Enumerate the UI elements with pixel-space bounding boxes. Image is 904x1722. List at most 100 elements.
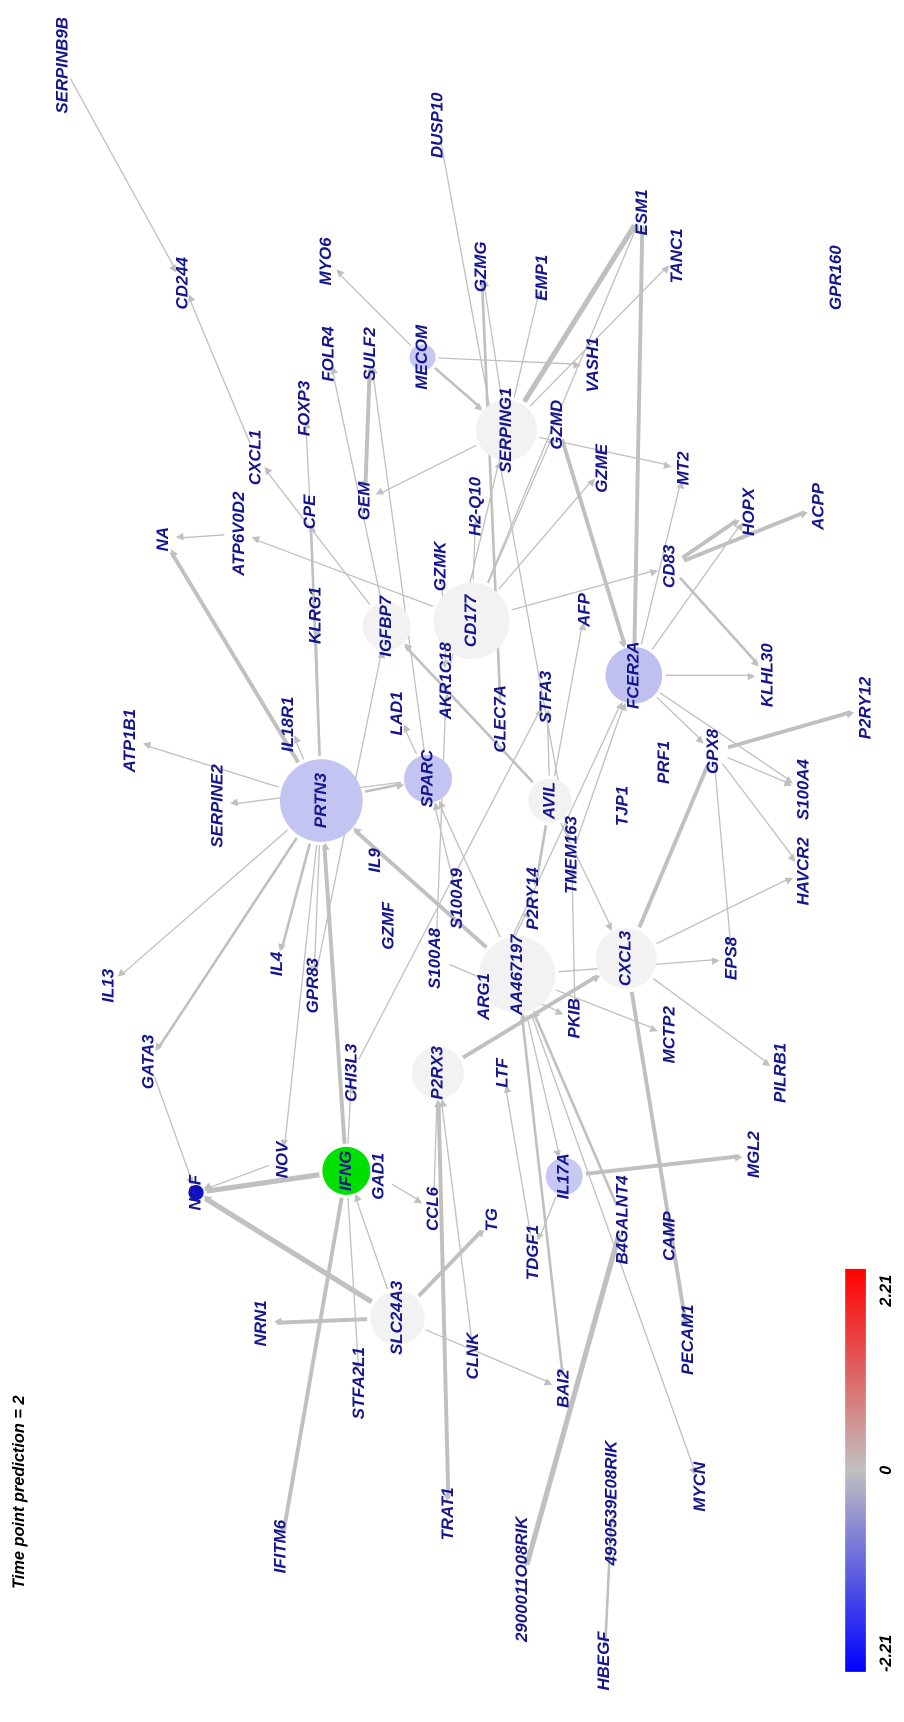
node-circle [433, 582, 510, 659]
edge [347, 1198, 361, 1371]
edge [640, 480, 685, 645]
node-circle [595, 927, 657, 989]
node-label: STFA2L1 [349, 1347, 368, 1419]
node-label: IL9 [365, 848, 384, 873]
node-label: S100A9 [447, 867, 466, 929]
node-label: B4GALNT4 [612, 1175, 631, 1265]
edge [526, 1014, 561, 1158]
node-label: NA [153, 527, 172, 551]
edge [278, 843, 312, 952]
edge [519, 1013, 564, 1374]
edge [313, 627, 322, 756]
node-circle [322, 1146, 371, 1195]
node-label: SULF2 [360, 327, 379, 381]
node-label: ACPP [808, 482, 827, 531]
edge [656, 877, 794, 945]
edge [117, 829, 289, 977]
node-label: NOV [273, 1140, 292, 1178]
node-circle [475, 399, 537, 461]
node-label: CD83 [659, 544, 678, 588]
node-label: IGFBP7 [376, 594, 395, 657]
node-label: BAI2 [554, 1369, 573, 1408]
node-label: ESM1 [632, 189, 651, 235]
node-label: GZMF [378, 901, 397, 949]
node-label: TMEM163 [561, 815, 580, 893]
node-label: IL17A [554, 1153, 573, 1199]
edge [435, 693, 451, 944]
edge [490, 701, 623, 984]
node-label: CAMP [659, 1211, 678, 1261]
edge [375, 444, 477, 495]
edge [681, 518, 740, 560]
edge [513, 290, 543, 398]
colorbar-mid: 0 [877, 1466, 895, 1475]
node-label: AVIL [539, 782, 558, 820]
edge [309, 845, 321, 974]
node-label: CHI3L3 [341, 1043, 360, 1102]
edge [683, 510, 808, 563]
edge [370, 366, 426, 752]
node-circle [188, 1185, 204, 1201]
edge [321, 842, 347, 1144]
edge [142, 742, 279, 788]
node-label: DUSP10 [427, 92, 446, 158]
edge [438, 800, 501, 938]
node-label: CD244 [172, 256, 191, 309]
edge [679, 576, 759, 667]
node-label: TDGF1 [523, 1225, 542, 1280]
node-label: TRAT1 [438, 1487, 457, 1540]
node-label: AFP [574, 592, 593, 627]
edge [532, 1009, 619, 1207]
node-label: 2900011O08RIK [512, 1515, 531, 1643]
node-label: MYCN [690, 1461, 709, 1511]
node-label: IL4 [267, 951, 286, 976]
node-circle [370, 1290, 425, 1346]
node-label: GZMG [471, 242, 490, 293]
edge [417, 1229, 485, 1298]
node-circle [545, 1157, 583, 1195]
node-label: ATP1B1 [120, 709, 139, 773]
edge [486, 224, 640, 583]
node-label: ATP6V0D2 [229, 491, 248, 577]
edges [69, 78, 855, 1646]
edge [175, 532, 225, 541]
node-circle [362, 602, 411, 651]
node-label: CCL6 [423, 1186, 442, 1231]
edge [487, 436, 555, 584]
node-label: FOXP3 [294, 380, 313, 436]
edge [203, 1164, 270, 1190]
node-label: P2RY14 [523, 867, 542, 930]
node-label: EMP1 [532, 255, 551, 301]
edge [391, 1183, 423, 1204]
edge [569, 867, 578, 1004]
node-label: HBEGF [594, 1631, 613, 1691]
edge [308, 524, 321, 756]
node-label: SERPING1 [496, 388, 515, 473]
edge [251, 536, 434, 607]
node-label: FCER2A [623, 642, 642, 710]
edge [69, 78, 177, 273]
edge [169, 549, 300, 764]
edge [498, 478, 595, 590]
node-label: P2RX3 [427, 1045, 446, 1099]
node-label: PKIB [565, 998, 584, 1038]
node-label: IFITM6 [270, 1519, 289, 1573]
node-label: VASH1 [583, 337, 602, 392]
edge [279, 1197, 344, 1535]
edge [303, 420, 311, 497]
node-label: TJP1 [612, 786, 631, 826]
node-label: CLNK [463, 1331, 482, 1380]
node-label: MGL2 [744, 1130, 763, 1177]
edge [653, 978, 771, 1067]
edge [364, 782, 405, 793]
node-label: GATA3 [139, 1034, 158, 1089]
node-label: TG [482, 1208, 501, 1231]
node-label: HOPX [739, 486, 758, 536]
edge [203, 1196, 374, 1305]
node-label: 4930539E08RIK [602, 1439, 621, 1567]
edge [273, 1317, 368, 1326]
node-label: STFA3 [536, 670, 555, 723]
node-label: GZMD [547, 400, 566, 450]
node-circle [411, 1046, 464, 1099]
